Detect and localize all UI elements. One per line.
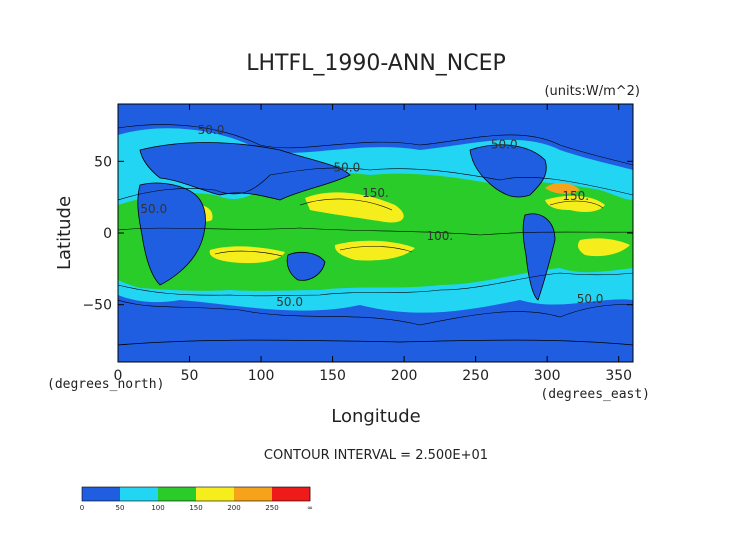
colorbar-segment: [120, 487, 140, 501]
landmass-north-america: [469, 144, 547, 198]
colorbar-label: 250: [265, 504, 278, 512]
x-unit-label: (degrees_east): [540, 387, 650, 402]
x-tick-label: 300: [534, 368, 561, 384]
band-high-spac: [334, 240, 415, 261]
contour-label: 50.0: [577, 292, 604, 306]
colorbar-segment: [215, 487, 235, 501]
colorbar-frame: [81, 486, 311, 502]
continents: [118, 142, 633, 362]
landmass-australia: [286, 251, 326, 281]
band-high-npac: [305, 192, 404, 223]
x-tick-label: 50: [181, 368, 199, 384]
colorbar-segment: [101, 487, 121, 501]
x-tick-label: 200: [391, 368, 418, 384]
contour-label: 100.: [427, 229, 454, 243]
contour-label: 50.0: [140, 202, 167, 216]
colorbar-label: 50: [116, 504, 125, 512]
colorbar-segment: [253, 487, 273, 501]
contour-label: 50.0: [334, 160, 361, 174]
x-tick-label: 100: [248, 368, 275, 384]
chart-title: LHTFL_1990-ANN_NCEP: [246, 51, 506, 76]
y-unit-label: (degrees_north): [47, 377, 164, 392]
colorbar-label: 150: [189, 504, 202, 512]
colorbar-segment: [196, 487, 216, 501]
colorbar-label: 100: [151, 504, 164, 512]
landmass-africa: [137, 182, 206, 286]
contour-label: 50.0: [491, 137, 518, 151]
x-axis: 0 50 100 150 200 250 300 350: [114, 104, 632, 384]
x-tick-label: 250: [462, 368, 489, 384]
colorbar-label: ∞: [307, 504, 313, 512]
colorbar-segment: [158, 487, 178, 501]
colorbar-segment: [82, 487, 102, 501]
colorbar-segment: [234, 487, 254, 501]
colorbar-segment: [177, 487, 197, 501]
colorbar-segment: [139, 487, 159, 501]
chart-units: (units:W/m^2): [544, 84, 640, 99]
x-axis-label: Longitude: [331, 406, 421, 427]
y-tick-label: 50: [94, 154, 112, 170]
band-higher-gulf: [545, 182, 580, 194]
colorbar-label: 0: [80, 504, 84, 512]
contour-label: 50.0: [276, 295, 303, 309]
colorbar-segment: [272, 487, 292, 501]
x-tick-label: 0: [114, 368, 123, 384]
contour-lines: [118, 124, 633, 326]
contour-label: 150.: [562, 189, 589, 203]
y-tick-label: −50: [82, 298, 112, 314]
colorbar: 0 50 100 150 200 250 ∞: [80, 486, 313, 512]
x-tick-label: 150: [319, 368, 346, 384]
x-tick-label: 350: [605, 368, 632, 384]
y-axis: 50 0 −50: [82, 154, 633, 314]
band-high-natl: [545, 195, 605, 213]
band-high-satl: [577, 238, 630, 257]
y-axis-label: Latitude: [54, 196, 75, 270]
y-tick-label: 0: [103, 226, 112, 242]
contour-label: 150.: [362, 186, 389, 200]
band-high-sio: [209, 246, 285, 264]
contour-label: 50.0: [198, 123, 225, 137]
colorbar-label: 200: [227, 504, 240, 512]
colorbar-segment: [291, 487, 311, 501]
contour-interval: CONTOUR INTERVAL = 2.500E+01: [264, 448, 488, 463]
landmass-eurasia: [139, 142, 351, 201]
landmass-antarctica: [118, 339, 633, 362]
landmass-south-america: [522, 213, 556, 301]
